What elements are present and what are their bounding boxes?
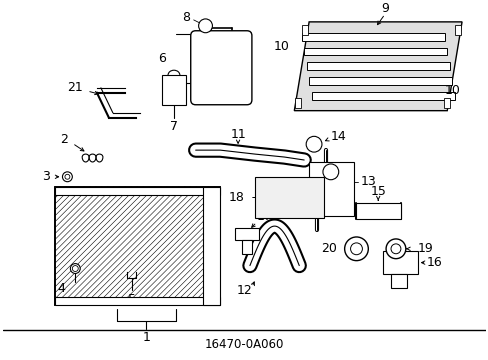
Circle shape: [390, 244, 400, 254]
Bar: [356, 203, 400, 219]
Circle shape: [344, 237, 367, 261]
Text: 7: 7: [170, 120, 178, 133]
Bar: [55, 297, 220, 305]
Text: 6: 6: [158, 52, 166, 65]
Bar: [308, 162, 353, 216]
Bar: [308, 77, 451, 85]
FancyBboxPatch shape: [190, 31, 251, 105]
Text: 21: 21: [67, 81, 83, 94]
Bar: [454, 25, 460, 35]
Text: 13: 13: [360, 175, 375, 188]
Text: 10: 10: [443, 85, 459, 98]
Text: 1: 1: [142, 331, 150, 344]
Circle shape: [72, 266, 78, 271]
Bar: [55, 186, 220, 194]
Text: 19: 19: [417, 242, 432, 255]
Bar: [306, 62, 449, 70]
Bar: [55, 186, 220, 305]
Circle shape: [305, 136, 321, 152]
Bar: [295, 98, 301, 108]
Bar: [382, 251, 417, 274]
Bar: [202, 186, 220, 305]
Circle shape: [62, 172, 72, 182]
Bar: [242, 240, 251, 254]
Text: 5: 5: [127, 293, 135, 306]
Text: 17: 17: [256, 210, 272, 223]
Bar: [55, 186, 220, 305]
Text: 8: 8: [182, 12, 189, 24]
Text: 16: 16: [426, 256, 442, 269]
Bar: [311, 92, 454, 100]
Polygon shape: [294, 22, 461, 111]
Text: 4: 4: [58, 282, 65, 295]
Bar: [162, 75, 185, 105]
Circle shape: [386, 239, 405, 259]
Bar: [390, 274, 406, 288]
Bar: [235, 228, 258, 240]
Bar: [304, 48, 447, 55]
Circle shape: [65, 174, 70, 179]
Circle shape: [350, 243, 362, 255]
Text: 16470-0A060: 16470-0A060: [204, 338, 283, 351]
Text: 11: 11: [230, 128, 245, 141]
Text: 15: 15: [369, 185, 386, 198]
Bar: [254, 177, 323, 218]
Text: 14: 14: [330, 130, 346, 143]
Bar: [444, 98, 449, 108]
Circle shape: [322, 164, 338, 180]
Text: 18: 18: [229, 191, 244, 204]
Text: 9: 9: [380, 1, 388, 14]
Circle shape: [198, 19, 212, 33]
Bar: [301, 33, 444, 41]
Text: 2: 2: [61, 133, 68, 146]
Circle shape: [70, 264, 80, 274]
Bar: [302, 25, 307, 35]
Text: 12: 12: [237, 284, 252, 297]
Text: 3: 3: [41, 170, 49, 183]
Text: 20: 20: [320, 242, 336, 255]
Text: 10: 10: [273, 40, 289, 53]
